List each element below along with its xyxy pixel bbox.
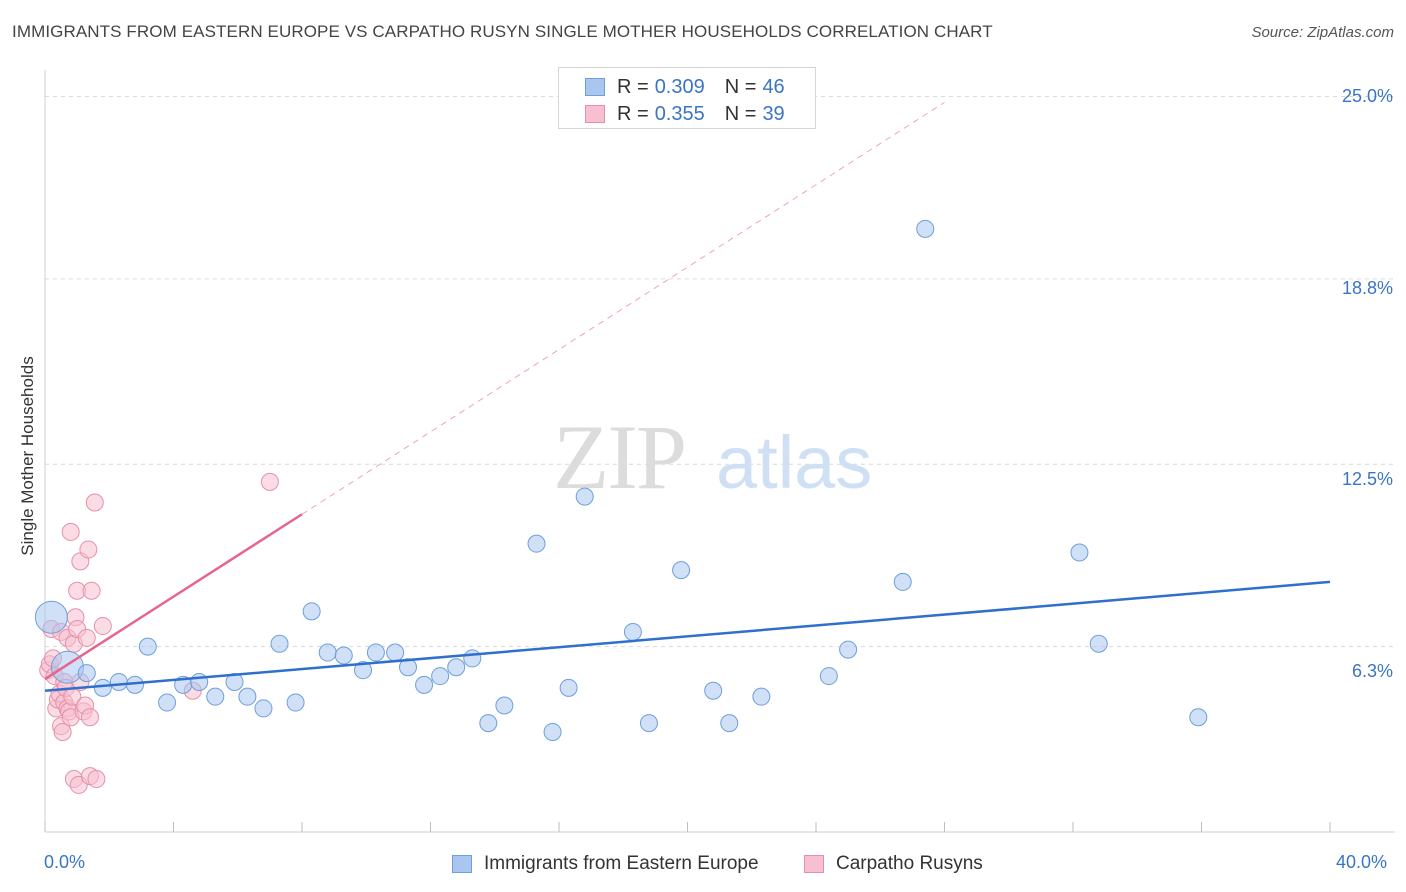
data-point xyxy=(77,628,96,647)
x-tick-label-0: 0.0% xyxy=(44,852,86,872)
y-tick-label-12-5: 12.5% xyxy=(1341,469,1393,489)
r-value: 0.355 xyxy=(654,102,705,125)
blue-swatch-icon xyxy=(452,855,472,873)
correlation-row-pink: R = 0.355 N = 39 xyxy=(585,101,785,127)
data-point xyxy=(672,561,691,580)
data-point xyxy=(61,522,80,541)
watermark-atlas: atlas xyxy=(716,421,872,504)
data-point xyxy=(225,672,244,691)
legend-item-carpatho-rusyns[interactable]: Carpatho Rusyns xyxy=(804,851,983,877)
watermark-zip: ZIP xyxy=(553,406,685,508)
data-point xyxy=(158,693,177,712)
data-point xyxy=(82,581,101,600)
data-point xyxy=(704,681,723,700)
trend-line-blue xyxy=(44,580,1331,693)
data-point xyxy=(79,540,98,559)
x-tick-marks xyxy=(44,822,1331,832)
data-point xyxy=(254,699,273,718)
legend-label: Immigrants from Eastern Europe xyxy=(484,853,759,874)
data-point xyxy=(270,634,289,653)
data-point xyxy=(916,219,935,238)
data-point xyxy=(575,487,594,506)
data-point xyxy=(1189,708,1208,727)
data-point xyxy=(431,667,450,686)
data-point xyxy=(1070,543,1089,562)
data-point xyxy=(527,534,546,553)
data-point xyxy=(85,493,104,512)
data-point xyxy=(893,572,912,591)
r-label: R = xyxy=(617,102,649,125)
y-tick-label-6-3: 6.3% xyxy=(1351,661,1393,681)
data-point xyxy=(354,661,373,680)
data-point xyxy=(87,770,106,789)
data-point xyxy=(819,667,838,686)
data-point xyxy=(559,678,578,697)
data-point xyxy=(238,687,257,706)
data-point xyxy=(302,602,321,621)
trend-lines xyxy=(44,101,1331,693)
series-immigrants-eastern-europe xyxy=(34,219,1208,741)
pink-swatch-icon xyxy=(804,855,824,873)
data-point xyxy=(386,643,405,662)
data-point xyxy=(77,664,96,683)
trend-line-pink xyxy=(44,513,303,681)
data-point xyxy=(839,640,858,659)
n-label: N = xyxy=(724,102,757,125)
data-point xyxy=(543,722,562,741)
series-carpatho-rusyns xyxy=(39,472,279,794)
n-value: 39 xyxy=(762,102,785,125)
data-point xyxy=(399,658,418,677)
data-point xyxy=(80,708,99,727)
grid-lines xyxy=(45,95,1395,648)
r-label: R = xyxy=(617,75,649,98)
watermark: ZIP atlas xyxy=(553,406,872,508)
data-point xyxy=(93,678,112,697)
y-axis-label: Single Mother Households xyxy=(18,356,37,556)
data-point xyxy=(53,722,72,741)
correlation-legend: R = 0.309 N = 46 R = 0.355 N = 39 xyxy=(558,67,816,129)
data-point xyxy=(34,600,68,634)
legend-label: Carpatho Rusyns xyxy=(836,853,983,874)
data-point xyxy=(447,658,466,677)
data-point xyxy=(93,617,112,636)
data-point xyxy=(109,672,128,691)
data-point xyxy=(479,714,498,733)
blue-swatch-icon xyxy=(585,78,605,96)
correlation-row-blue: R = 0.309 N = 46 xyxy=(585,74,785,100)
data-point xyxy=(623,622,642,641)
data-point xyxy=(260,472,279,491)
data-point xyxy=(318,643,337,662)
data-point xyxy=(1089,634,1108,653)
data-point xyxy=(720,714,739,733)
data-point xyxy=(415,675,434,694)
n-value: 46 xyxy=(762,75,785,98)
data-point xyxy=(366,643,385,662)
source-credit: Source: ZipAtlas.com xyxy=(1251,24,1394,41)
y-tick-label-25: 25.0% xyxy=(1341,86,1393,106)
r-value: 0.309 xyxy=(654,75,705,98)
data-point xyxy=(334,646,353,665)
axes xyxy=(44,70,1395,833)
data-point xyxy=(463,649,482,668)
n-label: N = xyxy=(724,75,757,98)
data-point xyxy=(752,687,771,706)
pink-swatch-icon xyxy=(585,105,605,123)
legend-item-immigrants[interactable]: Immigrants from Eastern Europe xyxy=(452,851,759,877)
data-point xyxy=(206,687,225,706)
x-tick-label-40: 40.0% xyxy=(1336,852,1388,872)
data-point xyxy=(138,637,157,656)
data-point xyxy=(495,696,514,715)
data-point xyxy=(286,693,305,712)
chart-title: IMMIGRANTS FROM EASTERN EUROPE VS CARPAT… xyxy=(12,22,993,41)
data-point xyxy=(639,714,658,733)
y-tick-label-18-8: 18.8% xyxy=(1341,278,1393,298)
